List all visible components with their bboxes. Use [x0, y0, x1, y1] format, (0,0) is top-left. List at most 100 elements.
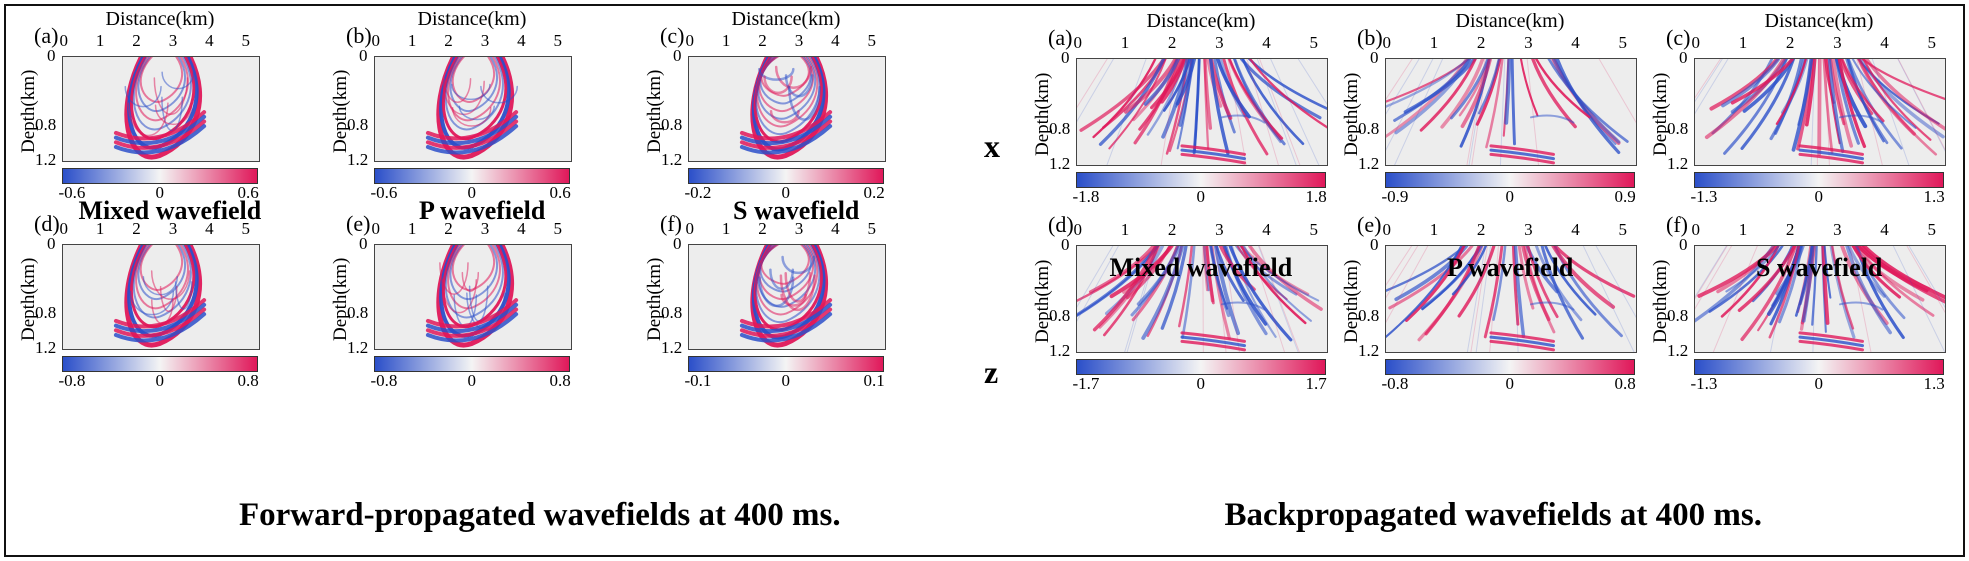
panel-label: (f) [660, 211, 682, 236]
migration-streak [1840, 59, 1885, 123]
wavefront [451, 245, 496, 291]
migration-streak [1523, 246, 1556, 334]
y-tick-label: 1.2 [347, 338, 369, 357]
wavefront [447, 245, 501, 310]
colorbar-max-label: 0.6 [237, 183, 259, 202]
faint-streak [1394, 59, 1444, 165]
figure-caption: Forward-propagated wavefields at 400 ms. [239, 497, 841, 533]
y-tick-label: 0.8 [35, 115, 57, 135]
reflector-band [1180, 339, 1246, 352]
wavefield-image [1385, 245, 1637, 353]
panel-label: (d) [1048, 212, 1074, 237]
migration-streak [1485, 59, 1504, 149]
faint-streak [1258, 246, 1300, 352]
reflector-band [1798, 148, 1864, 161]
migration-streak [1239, 59, 1322, 120]
x-tick-label: 1 [407, 219, 417, 238]
column-title: S wavefield [1756, 253, 1883, 282]
migration-streak [1092, 246, 1158, 332]
faint-streak [1514, 246, 1519, 352]
faint-streak [1595, 246, 1636, 318]
migration-streak [1831, 59, 1854, 148]
y-tick-label: 0.8 [347, 115, 369, 135]
y-tick-label: 1.2 [661, 150, 683, 169]
panel-label: (a) [34, 23, 59, 48]
wavefield-image [62, 56, 260, 162]
y-tick-label: 1.2 [1358, 154, 1380, 173]
wavefield-image [1385, 58, 1637, 166]
colorbar-min-label: -1.8 [1072, 187, 1100, 206]
wavefront [137, 57, 186, 113]
faint-streak [1258, 246, 1299, 352]
migration-streak [1768, 246, 1801, 339]
migration-streak [1555, 59, 1621, 154]
bottom-band [425, 119, 519, 150]
colorbar-max-label: 0.9 [1614, 187, 1636, 206]
migration-streak [1208, 59, 1230, 155]
migration-streak [1862, 59, 1932, 141]
faint-streak [1466, 59, 1486, 165]
wavefield-plot [739, 245, 833, 348]
y-tick-label: 1.2 [1358, 341, 1380, 360]
x-tick-label: 3 [794, 31, 804, 50]
y-tick-label: 1.2 [35, 150, 57, 169]
migration-streak [1544, 246, 1597, 316]
migration-streak [1213, 246, 1241, 336]
migration-streak [1851, 59, 1917, 129]
colorbar-mid-label: 0 [1814, 374, 1824, 393]
migration-streak [1233, 59, 1282, 144]
migration-streak [1811, 246, 1818, 326]
migration-streak [1460, 59, 1493, 129]
x-tick-label: 2 [1167, 220, 1177, 239]
colorbar-max-label: 0.8 [237, 371, 259, 390]
x-tick-label: 0 [59, 219, 69, 238]
x-tick-label: 3 [794, 219, 804, 238]
interference-loop [127, 102, 169, 137]
reflector-band [1489, 339, 1555, 352]
x-tick-label: 4 [517, 219, 526, 238]
bottom-band [113, 110, 207, 141]
colorbar-max-label: 0.1 [863, 371, 885, 390]
x-tick-label: 0 [1073, 33, 1083, 52]
colorbar-mid-label: 0 [1196, 187, 1206, 206]
faint-streak [1695, 246, 1727, 298]
wavefront [760, 57, 810, 97]
wavefield-plot [1386, 59, 1636, 165]
faint-streak [1215, 246, 1227, 352]
x-tick-label: 2 [758, 31, 767, 50]
x-axis-title: Distance(km) [1455, 10, 1565, 32]
wavefield-image [1694, 245, 1946, 353]
colorbar [1076, 359, 1326, 375]
x-tick-label: 4 [205, 219, 214, 238]
x-tick-label: 3 [1833, 33, 1842, 52]
migration-streak [1534, 246, 1583, 322]
x-tick-label: 4 [1571, 33, 1580, 52]
colorbar-max-label: 0.8 [1614, 374, 1636, 393]
colorbar-mid-label: 0 [1196, 374, 1206, 393]
bottom-band [113, 119, 207, 150]
panel-label: (c) [1666, 25, 1691, 50]
faint-streak [1077, 246, 1114, 308]
x-tick-label: 2 [1785, 220, 1795, 239]
migration-streak [1822, 59, 1834, 154]
interference-loop [161, 96, 184, 132]
migration-streak [1519, 59, 1539, 117]
y-axis-title: Depth(km) [330, 69, 351, 153]
x-tick-label: 2 [132, 31, 141, 50]
reflector-band [1221, 301, 1266, 311]
colorbar [1076, 172, 1326, 188]
faint-streak [1223, 246, 1240, 352]
y-tick-label: 0.8 [35, 303, 57, 323]
migration-streak [1125, 246, 1172, 300]
figure-border [4, 4, 1965, 557]
migration-streak [1386, 59, 1468, 139]
faint-streak [1077, 246, 1119, 322]
y-axis-title: Depth(km) [1032, 72, 1053, 156]
x-tick-label: 1 [1429, 33, 1439, 52]
migration-streak [1740, 59, 1796, 150]
migration-streak [1513, 246, 1526, 338]
interference-loop [480, 85, 518, 104]
interference-loop [124, 85, 162, 108]
faint-streak [1077, 59, 1108, 109]
y-tick-label: 1.2 [661, 338, 683, 357]
